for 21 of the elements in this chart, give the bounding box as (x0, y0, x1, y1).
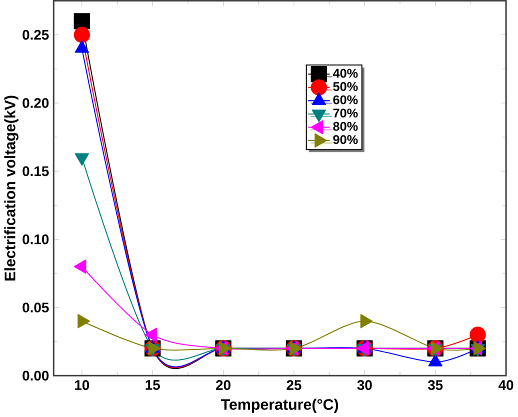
legend-label: 80% (333, 122, 358, 131)
legend-label: 40% (332, 68, 358, 78)
y-axis-title: Electrification voltage(kV) (4, 96, 18, 280)
x-tick-label: 30 (357, 380, 372, 390)
x-tick-label: 35 (428, 380, 443, 390)
legend-label: 60% (333, 95, 358, 104)
y-tick-label: 0.20 (22, 98, 49, 108)
y-tick-label: 0.10 (22, 234, 49, 244)
legend-label: 90% (333, 135, 358, 144)
y-tick-label: 0.15 (22, 166, 49, 176)
x-axis-title: Temperature(°C) (221, 398, 338, 413)
x-tick-label: 40 (498, 380, 514, 390)
legend-label: 70% (333, 108, 358, 118)
y-tick-label: 0.05 (22, 302, 49, 312)
x-tick-label: 10 (75, 380, 90, 390)
legend-label: 50% (333, 82, 358, 91)
x-tick-label: 20 (216, 380, 230, 390)
x-tick-label: 15 (146, 380, 160, 390)
y-tick-label: 0.25 (22, 30, 49, 40)
x-tick-label: 25 (286, 380, 302, 390)
y-tick-label: 0.00 (22, 370, 49, 381)
